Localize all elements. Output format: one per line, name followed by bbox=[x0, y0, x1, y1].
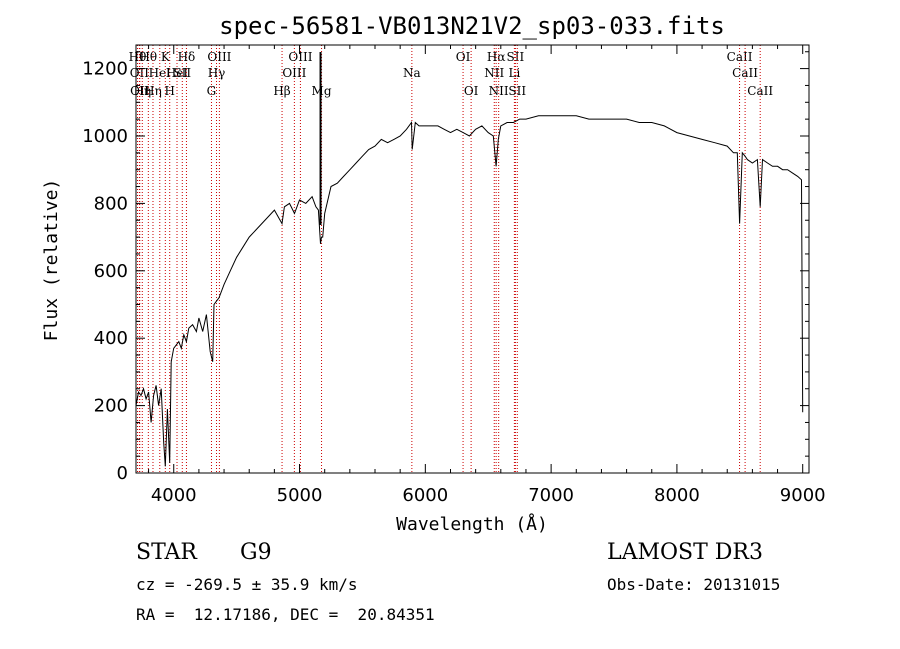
spectral-line-label: OIII bbox=[282, 66, 306, 80]
spectrum-series-line bbox=[135, 115, 804, 467]
spectral-line-label: SII bbox=[508, 84, 526, 98]
x-tick-label: 8000 bbox=[654, 485, 700, 506]
spectral-line-label: OI bbox=[464, 84, 479, 98]
x-tick-label: 6000 bbox=[402, 485, 448, 506]
spectral-line-label: Mg bbox=[312, 84, 332, 98]
y-tick-label: 1200 bbox=[82, 59, 128, 80]
survey-name: LAMOST DR3 bbox=[607, 540, 763, 565]
spectral-line-label: Na bbox=[403, 66, 421, 80]
obs-date: Obs-Date: 20131015 bbox=[607, 575, 781, 594]
spectral-line-label: Hα bbox=[487, 50, 506, 64]
y-tick-label: 1000 bbox=[82, 126, 128, 147]
spectral-line-label: OII bbox=[130, 84, 150, 98]
spectral-line-label: CaII bbox=[747, 84, 773, 98]
chart-title: spec-56581-VB013N21V2_sp03-033.fits bbox=[219, 12, 725, 40]
y-tick-label: 200 bbox=[94, 396, 128, 417]
y-tick-label: 0 bbox=[117, 463, 128, 484]
redshift-readout: cz = -269.5 ± 35.9 km/s bbox=[136, 575, 358, 594]
spectrum-layer bbox=[135, 115, 804, 467]
axes-layer: 4000 5000 6000 7000 8000 9000 0 200 400 600 800 100… bbox=[82, 44, 826, 506]
spectral-line-label: CaII bbox=[727, 50, 753, 64]
spectral-line-label: Hγ bbox=[208, 66, 226, 80]
spectral-line-label: OIII bbox=[207, 50, 231, 64]
spectral-line-label: NII bbox=[489, 84, 509, 98]
spectral-line-label: OIII bbox=[288, 50, 312, 64]
spectral-lines-layer: HθOIIOIIHηHθHηHeIKHHeISIIHδGHγOIIIHβOIII… bbox=[129, 45, 773, 473]
spectral-line-label: H bbox=[164, 84, 174, 98]
spectral-line-label: Hη bbox=[133, 84, 151, 98]
y-tick-label: 800 bbox=[94, 193, 128, 214]
x-tick-label: 7000 bbox=[528, 485, 574, 506]
object-subclass: G9 bbox=[240, 540, 272, 565]
spectral-line-label: Li bbox=[508, 66, 520, 80]
spectral-line-label: NII bbox=[484, 66, 504, 80]
spectral-line-label: G bbox=[207, 84, 217, 98]
object-type: STAR bbox=[136, 540, 197, 565]
spectral-line-label: K bbox=[161, 50, 171, 64]
y-tick-label: 600 bbox=[94, 261, 128, 282]
spectral-line-label: SII bbox=[173, 66, 191, 80]
spectral-line-label: Hθ bbox=[139, 50, 157, 64]
spectral-line-label: OI bbox=[456, 50, 471, 64]
spectral-line-label: Hη bbox=[144, 84, 162, 98]
spectral-line-label: Hδ bbox=[178, 50, 196, 64]
y-axis-label: Flux (relative) bbox=[41, 179, 62, 342]
x-tick-label: 5000 bbox=[277, 485, 323, 506]
x-axis-label: Wavelength (Å) bbox=[396, 513, 548, 535]
spectral-line-label: SII bbox=[507, 50, 525, 64]
x-tick-label: 9000 bbox=[780, 485, 826, 506]
plot-frame bbox=[135, 44, 810, 474]
coordinates: RA = 12.17186, DEC = 20.84351 bbox=[136, 605, 435, 624]
y-tick-label: 400 bbox=[94, 328, 128, 349]
spectral-line-label: CaII bbox=[732, 66, 758, 80]
x-tick-label: 4000 bbox=[151, 485, 197, 506]
spectral-line-label: Hβ bbox=[273, 84, 290, 98]
